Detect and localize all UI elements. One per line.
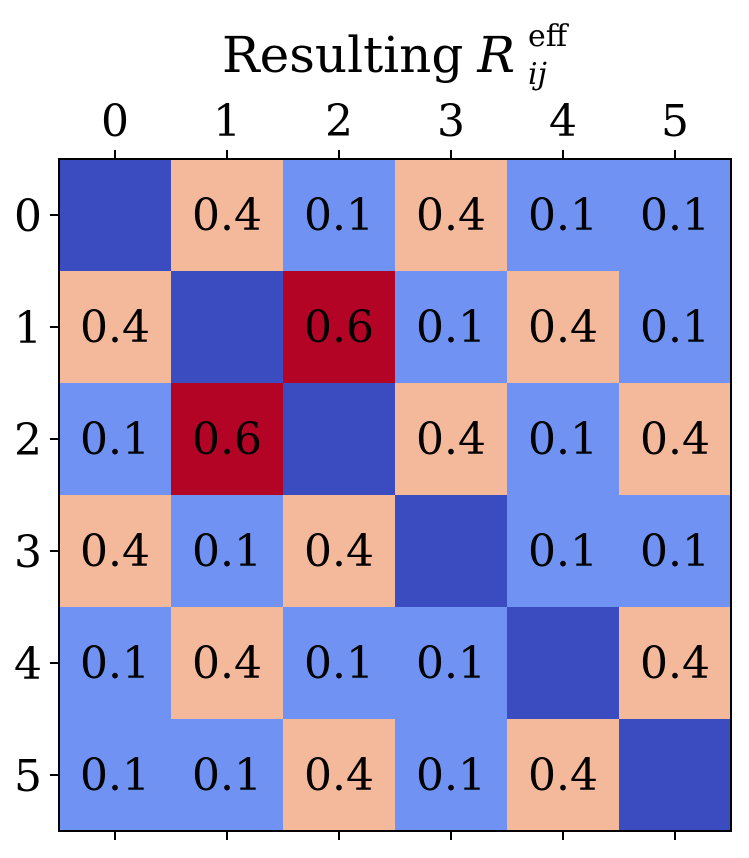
cell-value-label-r4-c2: 0.1 [304,638,374,689]
cell-value-label-r3-c0: 0.4 [80,526,150,577]
y-tick-label-2: 2 [14,415,42,466]
cell-value-label-r5-c3: 0.1 [416,750,486,801]
cell-value-label-r5-c4: 0.4 [528,750,598,801]
cell-value-label-r3-c2: 0.4 [304,526,374,577]
heatmap-cell-r5-c5 [619,719,731,831]
heatmap-cell-r4-c3 [395,607,507,719]
cell-value-label-r1-c4: 0.4 [528,302,598,353]
y-tick-label-0: 0 [14,191,42,242]
x-tick-label-1: 1 [213,96,241,147]
heatmap-cell-r1-c0 [59,271,171,383]
heatmap-cell-r0-c2 [283,159,395,271]
heatmap-cell-r2-c4 [507,383,619,495]
heatmap-cell-r0-c3 [395,159,507,271]
cell-value-label-r4-c5: 0.4 [640,638,710,689]
heatmap-cell-r5-c0 [59,719,171,831]
cell-value-label-r4-c0: 0.1 [80,638,150,689]
heatmap-cell-r2-c3 [395,383,507,495]
cell-value-label-r0-c2: 0.1 [304,190,374,241]
cell-value-label-r3-c1: 0.1 [192,526,262,577]
heatmap-cell-r1-c1 [171,271,283,383]
cell-value-label-r2-c0: 0.1 [80,414,150,465]
x-axis: 0 1 2 3 4 5 [101,96,689,840]
heatmap-cell-r5-c2 [283,719,395,831]
heatmap-cell-r1-c4 [507,271,619,383]
heatmap-cell-r1-c3 [395,271,507,383]
heatmap-cell-r3-c0 [59,495,171,607]
y-tick-label-5: 5 [14,751,42,802]
x-tick-label-5: 5 [661,96,689,147]
cell-value-label-r2-c1: 0.6 [192,414,262,465]
heatmap-cell-r2-c0 [59,383,171,495]
heatmap-cell-r4-c5 [619,607,731,719]
heatmap-cells [59,159,731,831]
heatmap-cell-r0-c0 [59,159,171,271]
cell-value-label-r0-c4: 0.1 [528,190,598,241]
cell-value-label-r3-c4: 0.1 [528,526,598,577]
heatmap-cell-r0-c5 [619,159,731,271]
heatmap-cell-r3-c3 [395,495,507,607]
heatmap-cell-r5-c3 [395,719,507,831]
heatmap-cell-labels: 0.4 0.1 0.4 0.1 0.1 0.4 0.6 0.1 0.4 0.1 0.1 0.6 0.4 0… [80,190,710,801]
chart-title-subscript: ij [528,57,547,92]
chart-title-prefix: Resulting [222,26,463,84]
cell-value-label-r1-c3: 0.1 [416,302,486,353]
y-tick-label-4: 4 [14,639,42,690]
cell-value-label-r0-c5: 0.1 [640,190,710,241]
heatmap-cell-r3-c4 [507,495,619,607]
plot-frame [58,158,732,832]
cell-value-label-r4-c1: 0.4 [192,638,262,689]
chart-title-symbol: R [476,26,515,84]
cell-value-label-r0-c1: 0.4 [192,190,262,241]
x-tick-label-2: 2 [325,96,353,147]
heatmap-cell-r5-c4 [507,719,619,831]
cell-value-label-r4-c3: 0.1 [416,638,486,689]
x-tick-label-4: 4 [549,96,577,147]
heatmap-cell-r3-c1 [171,495,283,607]
cell-value-label-r1-c0: 0.4 [80,302,150,353]
heatmap-cell-r4-c2 [283,607,395,719]
cell-value-label-r1-c2: 0.6 [304,302,374,353]
cell-value-label-r5-c0: 0.1 [80,750,150,801]
cell-value-label-r1-c5: 0.1 [640,302,710,353]
y-axis: 0 1 2 3 4 5 [14,191,59,802]
heatmap-cell-r2-c1 [171,383,283,495]
cell-value-label-r5-c2: 0.4 [304,750,374,801]
cell-value-label-r5-c1: 0.1 [192,750,262,801]
y-tick-label-1: 1 [14,303,42,354]
heatmap-cell-r2-c2 [283,383,395,495]
chart-title-superscript: eff [528,19,570,54]
cell-value-label-r2-c4: 0.1 [528,414,598,465]
y-tick-label-3: 3 [14,527,42,578]
heatmap-cell-r2-c5 [619,383,731,495]
heatmap-cell-r3-c2 [283,495,395,607]
chart-title: Resulting R eff ij [222,19,570,92]
cell-value-label-r3-c5: 0.1 [640,526,710,577]
heatmap-cell-r4-c1 [171,607,283,719]
cell-value-label-r0-c3: 0.4 [416,190,486,241]
heatmap-cell-r5-c1 [171,719,283,831]
heatmap-cell-r1-c2 [283,271,395,383]
x-tick-label-3: 3 [437,96,465,147]
heatmap-cell-r3-c5 [619,495,731,607]
heatmap-cell-r0-c4 [507,159,619,271]
x-tick-label-0: 0 [101,96,129,147]
heatmap-cell-r0-c1 [171,159,283,271]
cell-value-label-r2-c3: 0.4 [416,414,486,465]
heatmap-cell-r4-c4 [507,607,619,719]
heatmap-cell-r4-c0 [59,607,171,719]
cell-value-label-r2-c5: 0.4 [640,414,710,465]
heatmap-cell-r1-c5 [619,271,731,383]
